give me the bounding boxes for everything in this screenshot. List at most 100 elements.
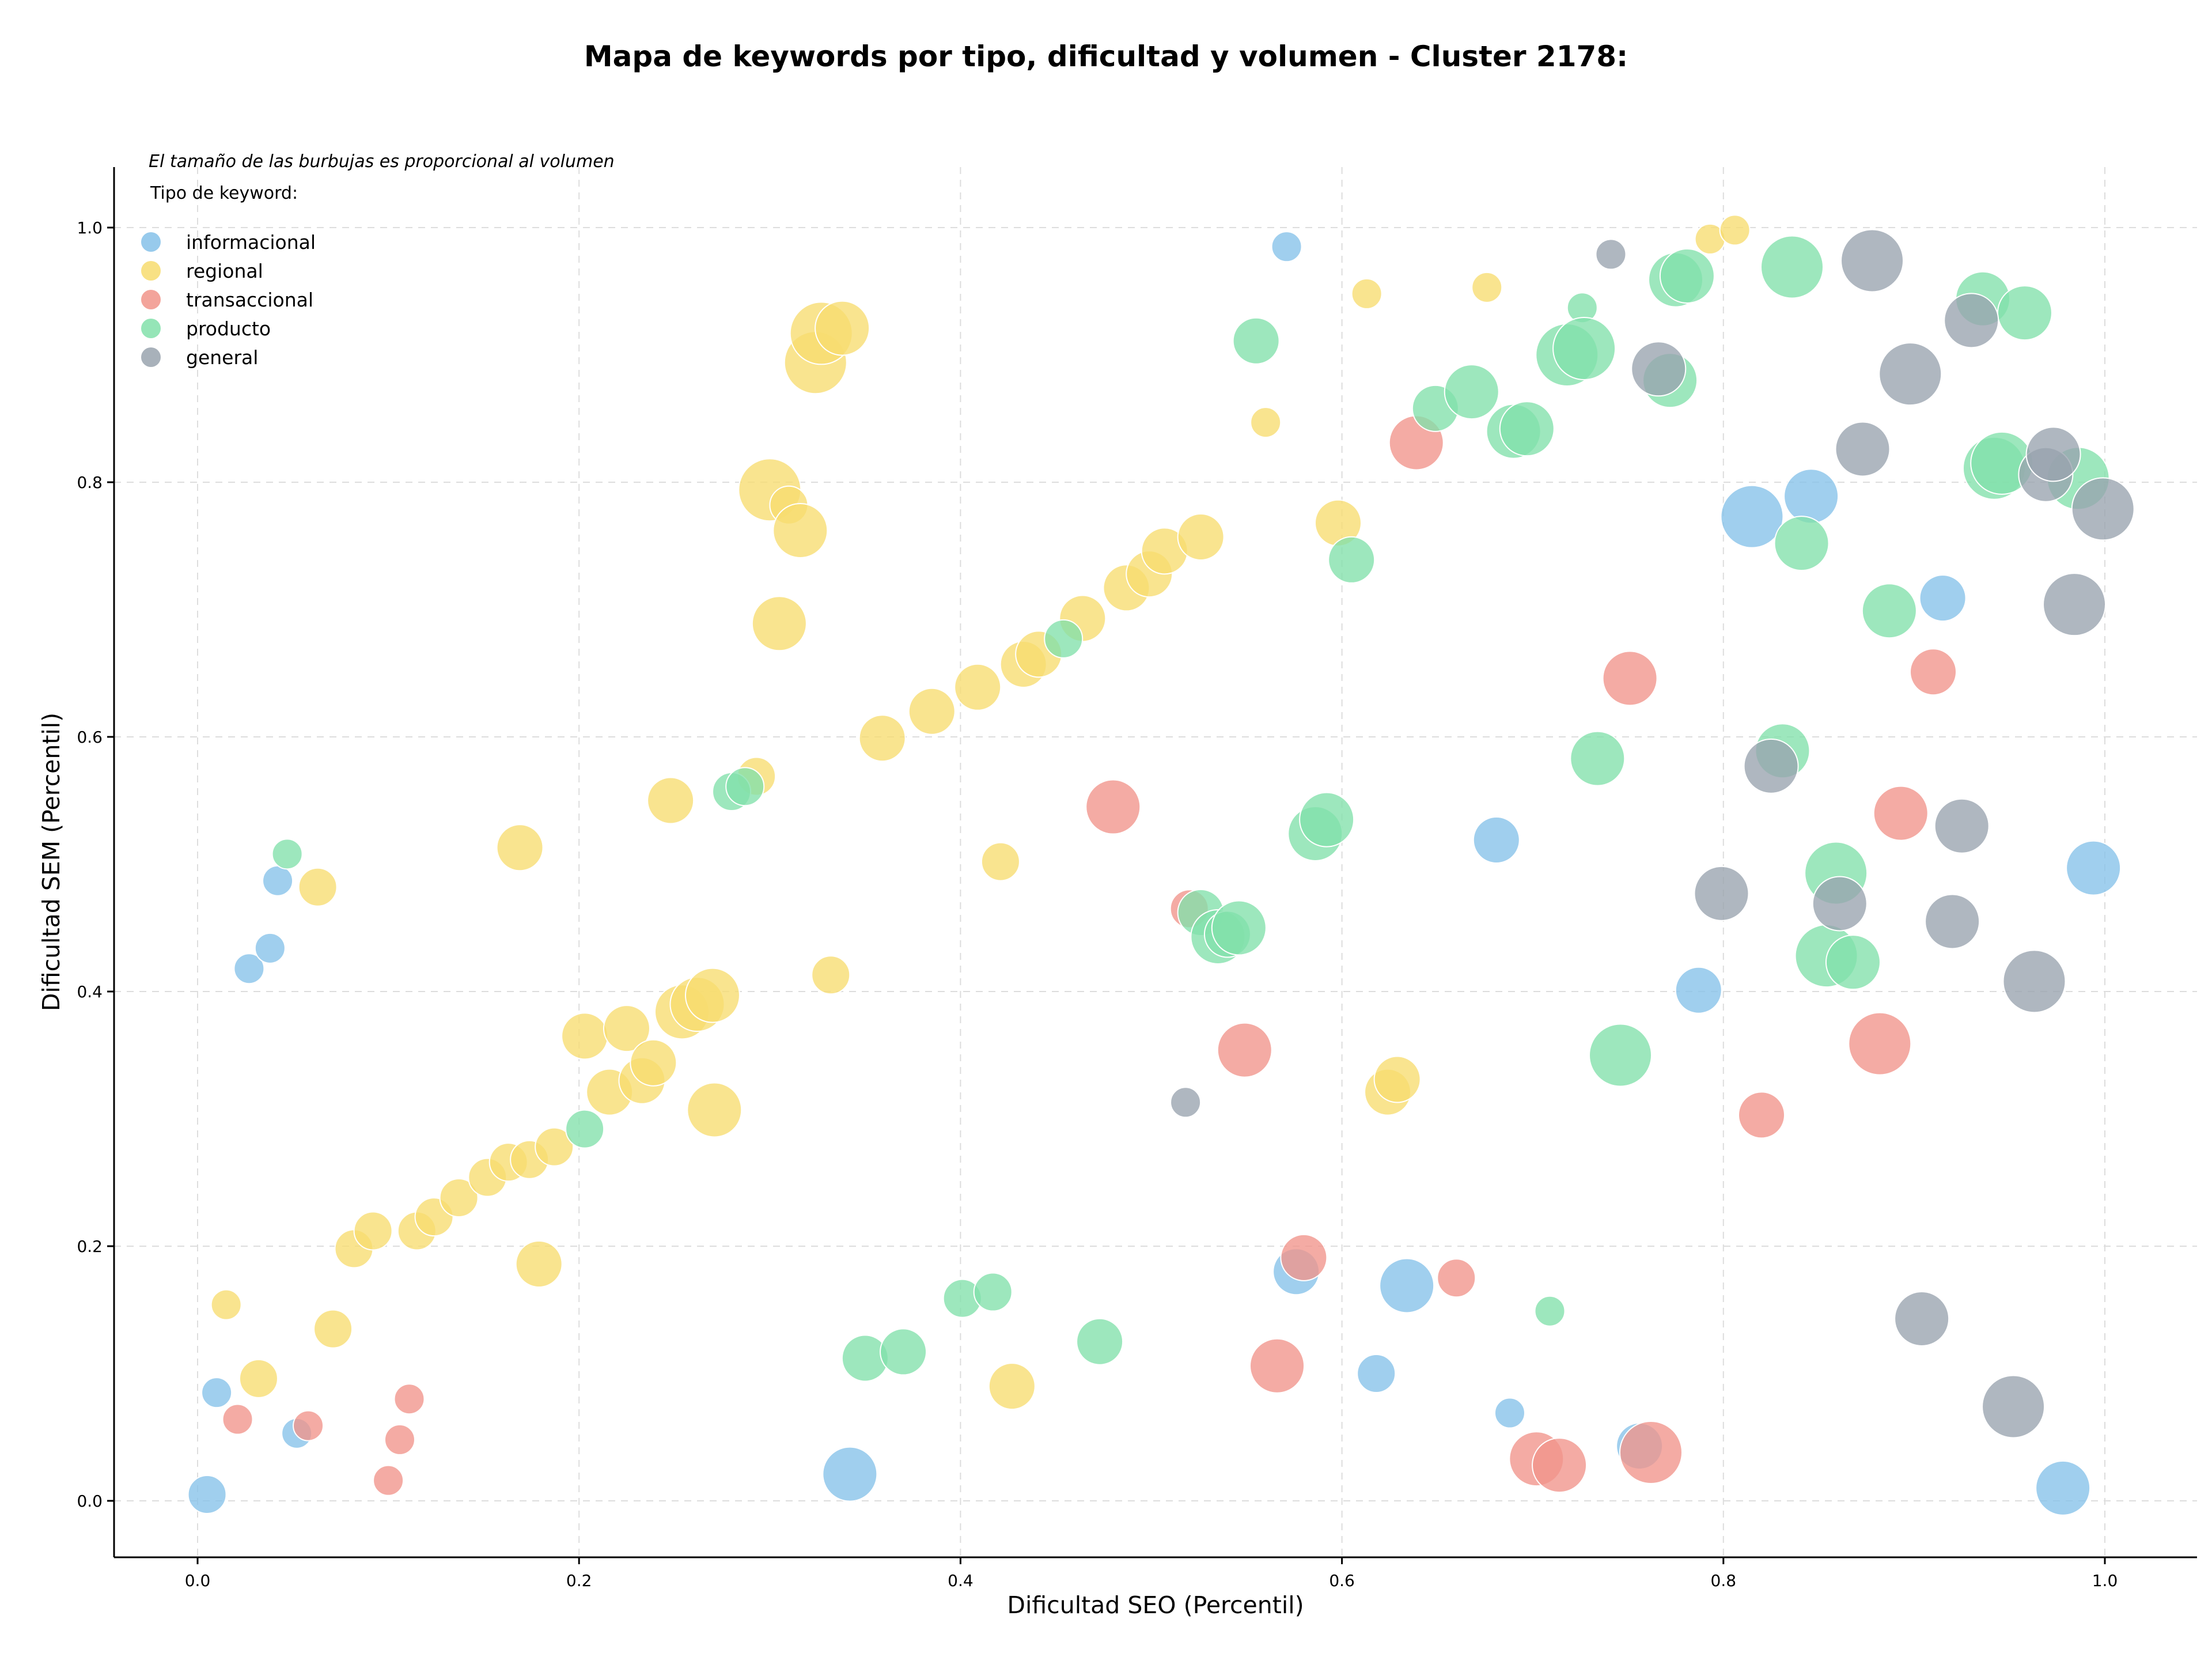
producto-bubble [973, 1272, 1013, 1312]
producto-bubble [1328, 536, 1376, 584]
general-bubble [1925, 894, 1980, 949]
y-tick-label: 0.2 [77, 1237, 103, 1256]
transaccional-bubble [293, 1410, 324, 1441]
bubble-size-note: El tamaño de las burbujas es proporciona… [149, 152, 615, 172]
producto-bubble [1044, 619, 1084, 659]
transaccional-bubble [373, 1465, 404, 1496]
informacional-bubble [2035, 1460, 2091, 1516]
transaccional-bubble [1437, 1258, 1476, 1298]
informacional-bubble [1357, 1354, 1396, 1393]
general-bubble [1743, 738, 1799, 794]
regional-bubble [630, 1039, 677, 1087]
regional-bubble [815, 300, 870, 356]
transaccional-bubble [1848, 1012, 1912, 1076]
legend-marker-informacional [141, 232, 161, 252]
producto-bubble [1232, 317, 1280, 365]
regional-bubble [684, 967, 740, 1023]
regional-bubble [1373, 1055, 1421, 1103]
general-bubble [1878, 342, 1942, 406]
legend-label-transaccional: transaccional [186, 289, 313, 311]
producto-bubble [1299, 792, 1355, 847]
regional-bubble [908, 687, 956, 735]
general-bubble [1812, 876, 1868, 932]
grid [114, 167, 2197, 1557]
transaccional-bubble [1280, 1234, 1328, 1281]
legend-marker-transaccional [141, 290, 161, 309]
producto-bubble [1534, 1295, 1566, 1327]
x-axis-label: Dificultad SEO (Percentil) [1007, 1591, 1304, 1619]
informacional-bubble [1783, 468, 1839, 524]
informacional-bubble [822, 1446, 878, 1502]
regional-bubble [954, 663, 1002, 711]
transaccional-bubble [1085, 779, 1141, 835]
general-bubble [1835, 421, 1891, 477]
producto-bubble [271, 838, 303, 870]
general-bubble [2002, 949, 2066, 1013]
general-bubble [1894, 1291, 1950, 1346]
regional-bubble [858, 714, 906, 762]
informacional-bubble [1379, 1258, 1435, 1314]
transaccional-bubble [1532, 1437, 1588, 1493]
regional-bubble [439, 1178, 479, 1218]
regional-bubble [988, 1363, 1036, 1410]
transaccional-bubble [1738, 1091, 1786, 1139]
transaccional-bubble [1249, 1338, 1305, 1394]
informacional-bubble [262, 865, 294, 896]
producto-bubble [1444, 364, 1499, 420]
legend-label-general: general [186, 346, 258, 369]
general-bubble [2071, 477, 2135, 541]
producto-bubble [1076, 1318, 1124, 1365]
producto-bubble [1499, 401, 1555, 457]
regional-bubble [1351, 278, 1382, 309]
producto-series [271, 235, 2110, 1382]
transaccional-bubble [1619, 1421, 1683, 1485]
transaccional-bubble [384, 1424, 415, 1455]
general-bubble [2025, 426, 2081, 482]
regional-bubble [751, 596, 807, 652]
informacional-bubble [1472, 816, 1520, 864]
legend: Tipo de keyword: informacional regional tr… [141, 183, 316, 369]
informacional-bubble [1720, 485, 1784, 548]
legend-marker-regional [141, 261, 161, 281]
informacional-bubble [2066, 840, 2122, 896]
legend-marker-general [141, 347, 161, 367]
informacional-bubble [254, 932, 286, 964]
regional-bubble [1250, 407, 1282, 438]
x-tick-label: 0.2 [566, 1571, 592, 1590]
y-tick-label: 1.0 [77, 218, 103, 237]
regional-bubble [687, 1082, 743, 1138]
transaccional-bubble [1910, 648, 1957, 696]
general-bubble [1840, 229, 1904, 293]
general-bubble [1934, 798, 1990, 854]
informacional-bubble [1919, 574, 1967, 622]
informacional-bubble [187, 1474, 227, 1514]
regional-bubble [1471, 271, 1503, 303]
producto-bubble [1861, 583, 1917, 639]
transaccional-bubble [222, 1403, 253, 1435]
regional-bubble [811, 955, 851, 995]
regional-bubble [353, 1211, 393, 1251]
regional-bubble [980, 842, 1020, 881]
general-series [1170, 229, 2135, 1439]
regional-bubble [535, 1127, 574, 1167]
regional-bubble [496, 824, 544, 872]
transaccional-bubble [393, 1383, 425, 1415]
producto-bubble [1589, 1023, 1653, 1087]
general-bubble [1694, 865, 1749, 921]
informacional-bubble [233, 953, 265, 985]
regional-bubble [772, 502, 828, 558]
regional-bubble [313, 1309, 353, 1349]
bubbles [187, 214, 2135, 1516]
informacional-bubble [1675, 966, 1722, 1014]
informacional-series [187, 231, 2122, 1516]
producto-bubble [1825, 934, 1881, 990]
x-tick-label: 0.6 [1329, 1571, 1355, 1590]
producto-bubble [725, 767, 765, 807]
y-tick-label: 0.6 [77, 728, 103, 747]
y-tick-label: 0.8 [77, 473, 103, 492]
x-tick-label: 0.4 [948, 1571, 974, 1590]
regional-bubble [603, 1005, 650, 1053]
regional-bubble [515, 1240, 563, 1288]
producto-bubble [1552, 316, 1616, 380]
